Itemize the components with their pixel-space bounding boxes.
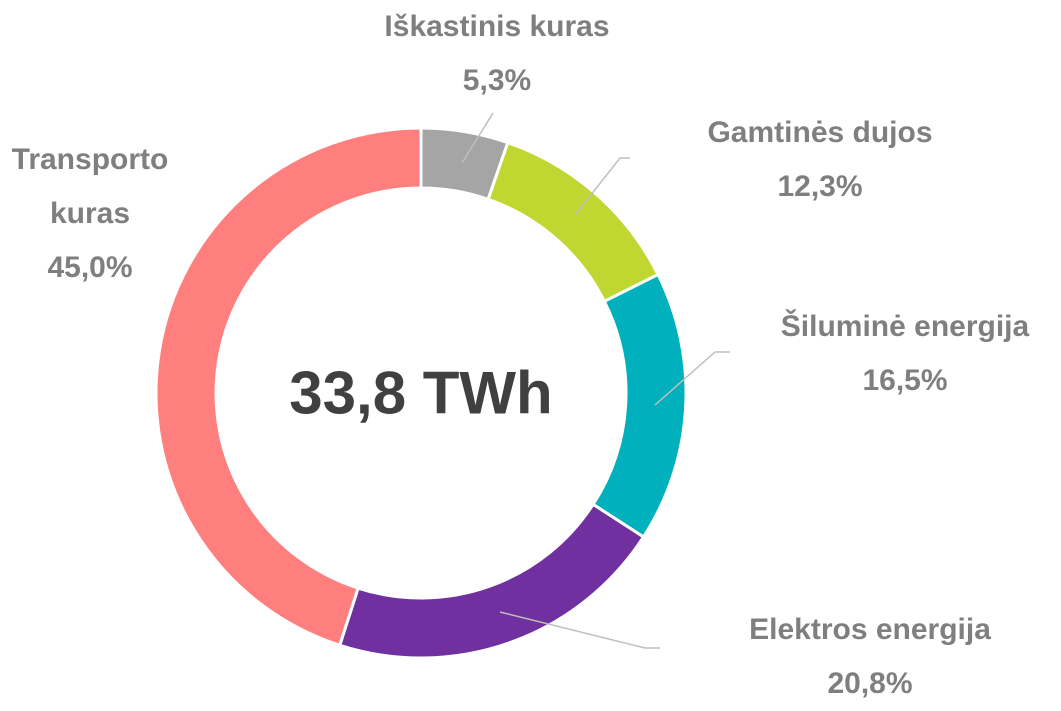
data-label: Šiluminė energija 16,5% (735, 300, 1061, 408)
value-label: 45,0% (47, 251, 133, 284)
donut-segment (591, 272, 688, 539)
leader-line (574, 157, 630, 216)
donut-segment (486, 140, 661, 304)
category: Iškastinis kuras (384, 10, 610, 43)
category: Gamtinės dujos (707, 116, 933, 149)
data-label: Gamtinės dujos 12,3% (620, 106, 1020, 214)
category: Šiluminė energija (780, 310, 1030, 343)
leader-line (461, 112, 494, 164)
value-label: 12,3% (777, 170, 863, 203)
data-label: Elektros energija 20,8% (670, 603, 1061, 711)
leader-line (654, 351, 730, 406)
category: Transporto kuras (11, 143, 169, 230)
leader-line (499, 611, 660, 649)
donut-segment (154, 126, 423, 648)
value-label: 16,5% (862, 364, 948, 397)
value-label: 5,3% (462, 64, 532, 97)
data-label: Transporto kuras 45,0% (0, 133, 185, 295)
value-label: 20,8% (827, 667, 913, 700)
data-label: Iškastinis kuras 5,3% (297, 0, 697, 108)
donut-segment (337, 502, 646, 660)
donut-segment (419, 126, 510, 202)
center-label: 33,8 TWh (289, 359, 553, 427)
category: Elektros energija (749, 613, 991, 646)
